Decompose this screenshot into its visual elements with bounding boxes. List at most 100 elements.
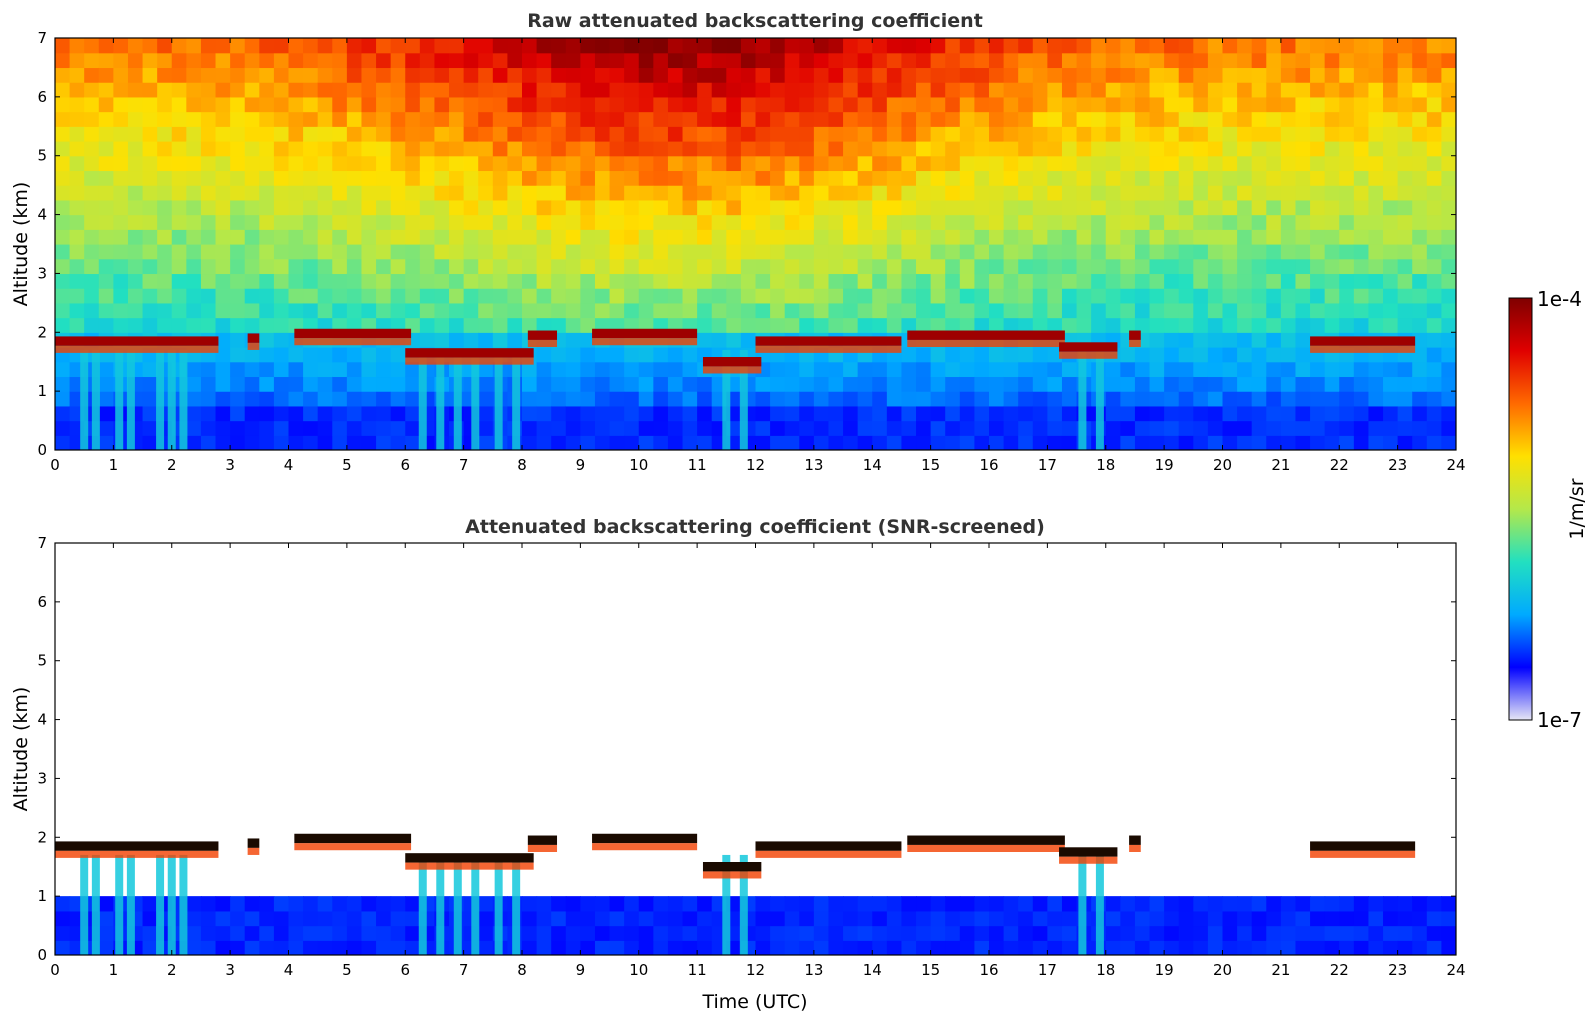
screened-field-cell — [565, 925, 581, 941]
raw-field-cell — [1397, 111, 1413, 127]
raw-field-cell — [376, 288, 392, 304]
raw-field-cell — [609, 302, 625, 319]
raw-field-cell — [55, 126, 71, 142]
raw-field-cell — [536, 185, 552, 201]
raw-field-cell — [346, 126, 363, 142]
raw-precipitation-shaft — [1078, 349, 1087, 450]
raw-field-cell — [463, 273, 479, 289]
raw-field-cell — [1222, 302, 1238, 319]
screened-y-tick-label: 2 — [37, 828, 47, 846]
raw-field-cell — [1324, 141, 1340, 157]
raw-field-cell — [419, 52, 436, 69]
raw-field-cell — [55, 141, 71, 157]
raw-field-cell — [492, 67, 509, 83]
raw-field-cell — [1237, 126, 1253, 142]
raw-field-cell — [638, 288, 654, 304]
raw-field-cell — [594, 185, 611, 201]
raw-field-cell — [259, 52, 275, 69]
raw-field-cell — [609, 52, 625, 69]
raw-field-cell — [478, 82, 494, 98]
raw-x-tick-label: 7 — [459, 456, 469, 474]
raw-field-cell — [857, 391, 873, 407]
raw-field-cell — [1193, 317, 1209, 333]
raw-field-cell — [1339, 405, 1355, 422]
raw-field-cell — [215, 405, 231, 422]
raw-field-cell — [1441, 141, 1456, 157]
raw-field-cell — [901, 155, 917, 172]
raw-field-cell — [230, 302, 246, 319]
raw-field-cell — [361, 214, 377, 230]
raw-field-cell — [1047, 214, 1063, 230]
raw-field-cell — [1222, 111, 1238, 127]
raw-field-cell — [828, 52, 844, 69]
raw-field-cell — [726, 170, 742, 186]
raw-field-cell — [463, 96, 479, 113]
screened-cloud-base — [247, 847, 260, 855]
raw-field-cell — [1353, 82, 1370, 98]
raw-field-cell — [1076, 38, 1092, 54]
raw-field-cell — [1032, 347, 1048, 363]
raw-field-cell — [273, 52, 290, 69]
raw-field-cell — [1105, 420, 1121, 436]
raw-field-cell — [1368, 405, 1384, 422]
screened-x-tick-label: 18 — [1096, 961, 1115, 979]
raw-field-cell — [1120, 405, 1136, 422]
raw-field-cell — [1003, 420, 1019, 436]
raw-field-cell — [770, 185, 786, 201]
raw-field-cell — [1426, 288, 1443, 304]
raw-field-cell — [624, 405, 640, 422]
screened-field-cell — [332, 910, 348, 927]
raw-field-cell — [682, 229, 698, 245]
raw-field-cell — [1047, 141, 1063, 157]
raw-field-cell — [215, 332, 231, 348]
raw-field-cell — [288, 288, 304, 304]
raw-field-cell — [901, 185, 917, 201]
screened-field-cell — [1105, 940, 1121, 955]
raw-field-cell — [1178, 288, 1194, 304]
raw-field-cell — [989, 229, 1005, 245]
raw-field-cell — [813, 391, 830, 407]
raw-field-cell — [522, 302, 538, 319]
raw-field-cell — [551, 244, 567, 260]
raw-field-cell — [303, 38, 319, 54]
raw-field-cell — [1149, 96, 1165, 113]
raw-field-cell — [1383, 199, 1399, 216]
raw-field-cell — [1266, 376, 1282, 392]
raw-field-cell — [405, 155, 421, 172]
raw-field-cell — [726, 52, 742, 69]
raw-field-cell — [317, 258, 333, 275]
raw-field-cell — [405, 244, 421, 260]
raw-field-cell — [565, 126, 581, 142]
raw-field-cell — [916, 244, 932, 260]
raw-field-cell — [346, 273, 363, 289]
raw-field-cell — [317, 361, 333, 378]
raw-field-cell — [813, 405, 830, 422]
raw-field-cell — [697, 376, 713, 392]
raw-field-cell — [98, 111, 114, 127]
screened-x-tick-label: 10 — [629, 961, 648, 979]
raw-field-cell — [536, 391, 552, 407]
raw-field-cell — [828, 82, 844, 98]
raw-field-cell — [1426, 111, 1443, 127]
raw-field-cell — [1353, 52, 1370, 69]
raw-field-cell — [1207, 155, 1224, 172]
raw-field-cell — [667, 258, 684, 275]
raw-field-cell — [989, 405, 1005, 422]
raw-field-cell — [1412, 258, 1428, 275]
raw-field-cell — [1222, 170, 1238, 186]
raw-field-cell — [872, 170, 888, 186]
screened-field-cell — [1134, 925, 1151, 941]
raw-field-cell — [215, 244, 231, 260]
raw-field-cell — [1310, 170, 1326, 186]
raw-field-cell — [1207, 170, 1224, 186]
raw-field-cell — [361, 302, 377, 319]
raw-field-cell — [244, 185, 260, 201]
raw-field-cell — [901, 302, 917, 319]
raw-field-cell — [653, 435, 669, 450]
raw-field-cell — [1193, 199, 1209, 216]
raw-field-cell — [127, 170, 144, 186]
raw-field-cell — [273, 38, 290, 54]
raw-field-cell — [434, 155, 450, 172]
screened-field-cell — [1368, 896, 1384, 912]
raw-field-cell — [171, 67, 187, 83]
